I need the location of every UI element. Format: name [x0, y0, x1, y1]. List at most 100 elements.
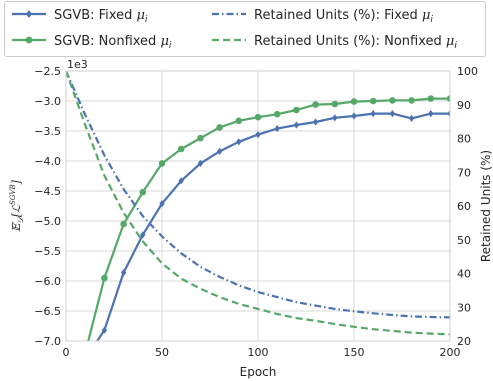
data-point-diamond — [140, 231, 146, 239]
y-right-tick-label: 50 — [457, 234, 471, 247]
legend-marker-circle — [25, 36, 33, 44]
data-point-circle — [350, 98, 358, 105]
y-left-tick-label: −4.0 — [34, 155, 61, 168]
legend-label-sub: i — [145, 15, 148, 25]
y-right-tick-label: 30 — [457, 301, 471, 314]
y-left-tick-label: −5.5 — [34, 245, 61, 258]
legend-label-3: Retained Units (%): Nonfixed μi — [254, 34, 457, 51]
legend-label-math: μ — [422, 8, 430, 23]
data-point-circle — [446, 95, 450, 102]
legend-label-2: Retained Units (%): Fixed μi — [254, 8, 433, 25]
y-right-tick-label: 20 — [457, 335, 471, 348]
y-right-tick-label: 70 — [457, 166, 471, 179]
y-right-tick-label: 60 — [457, 200, 471, 213]
data-point-circle — [139, 188, 147, 196]
legend-label-text: Retained Units (%): Nonfixed — [254, 34, 446, 49]
legend-marker-diamond — [26, 10, 32, 18]
data-point-circle — [369, 97, 377, 105]
data-point-diamond — [332, 114, 338, 122]
x-axis-label: Epoch — [240, 365, 277, 379]
data-point-diamond — [447, 110, 450, 118]
data-point-circle — [216, 124, 223, 131]
data-point-diamond — [428, 110, 434, 118]
data-point-diamond — [120, 269, 127, 277]
y-left-tick-label: −7.0 — [34, 335, 61, 348]
series-line-0 — [95, 112, 450, 341]
data-point-circle — [331, 100, 339, 108]
data-point-circle — [389, 97, 396, 104]
data-point-diamond — [312, 118, 319, 126]
y-right-tick-label: 40 — [457, 268, 471, 281]
plot-frame — [65, 70, 451, 342]
data-point-diamond — [389, 110, 396, 118]
legend-label-text: Retained Units (%): Fixed — [254, 8, 422, 23]
y-left-label-sup: SGVB — [9, 184, 17, 205]
y-right-tick-label: 90 — [457, 99, 471, 112]
data-point-circle — [177, 145, 185, 153]
data-point-diamond — [274, 125, 280, 133]
y-left-tick-label: −3.0 — [34, 95, 61, 108]
data-point-circle — [82, 350, 89, 357]
data-point-diamond — [178, 177, 184, 185]
offset-label: 1e3 — [67, 58, 88, 71]
legend-frame — [4, 1, 486, 57]
legend-label-math: μ — [136, 8, 144, 23]
data-point-circle — [312, 101, 319, 108]
legend-label-math: μ — [160, 34, 168, 49]
y-left-tick-label: −6.5 — [34, 305, 61, 318]
y-left-label-e: 𝔼 — [10, 222, 23, 232]
legend-label-1: SGVB: Nonfixed μi — [54, 34, 172, 51]
legend-label-text: SGVB: Nonfixed — [54, 34, 160, 49]
data-point-diamond — [370, 110, 376, 118]
y-left-label-close: ] — [10, 179, 23, 185]
data-point-diamond — [293, 121, 300, 129]
data-point-diamond — [197, 159, 204, 167]
data-point-diamond — [408, 114, 415, 122]
y-left-axis-label: 𝔼𝒟[ℒSGVB] — [9, 179, 25, 232]
x-tick-label: 100 — [248, 346, 269, 359]
series-line-3 — [66, 71, 450, 336]
y-left-tick-label: −2.5 — [34, 65, 61, 78]
data-point-circle — [120, 220, 127, 228]
legend-label-math: μ — [446, 34, 454, 49]
data-point-diamond — [159, 200, 165, 208]
y-left-label-body: [ℒ — [10, 204, 23, 217]
y-right-tick-label: 80 — [457, 133, 471, 146]
y-left-tick-label: −3.5 — [34, 125, 61, 138]
legend-label-sub: i — [430, 15, 433, 25]
data-point-circle — [197, 134, 204, 142]
data-point-circle — [427, 95, 435, 102]
x-tick-label: 50 — [155, 346, 169, 359]
data-point-circle — [235, 117, 243, 125]
y-left-tick-label: −5.0 — [34, 215, 61, 228]
data-point-diamond — [216, 147, 223, 155]
data-point-circle — [408, 97, 415, 104]
y-right-axis-label: Retained Units (%) — [479, 150, 493, 262]
data-point-diamond — [83, 355, 88, 362]
legend-label-0: SGVB: Fixed μi — [54, 8, 148, 25]
y-left-tick-label: −6.0 — [34, 275, 61, 288]
y-left-label-sub: 𝒟 — [16, 216, 25, 224]
x-tick-label: 200 — [440, 346, 461, 359]
series-line-2 — [66, 71, 450, 319]
series-line-1 — [87, 97, 450, 341]
data-point-circle — [273, 110, 281, 118]
legend-label-sub: i — [454, 41, 457, 51]
legend-label-sub: i — [169, 41, 172, 51]
y-right-tick-label: 100 — [457, 65, 478, 78]
x-tick-label: 150 — [344, 346, 365, 359]
data-point-circle — [254, 113, 262, 121]
data-point-diamond — [236, 138, 242, 146]
legend-label-text: SGVB: Fixed — [54, 8, 136, 23]
data-point-circle — [101, 274, 108, 282]
series-layer — [66, 71, 450, 362]
x-tick-label: 0 — [63, 346, 70, 359]
y-left-tick-label: −4.5 — [34, 185, 61, 198]
data-point-diamond — [255, 131, 261, 139]
data-point-circle — [293, 106, 300, 114]
data-point-diamond — [351, 112, 357, 120]
data-point-diamond — [101, 326, 108, 334]
ticks: 0 50 100 150 200 −7.0 −6.5 −6.0 −5.5 −5.0 −4.5 −4.0… — [34, 65, 478, 359]
